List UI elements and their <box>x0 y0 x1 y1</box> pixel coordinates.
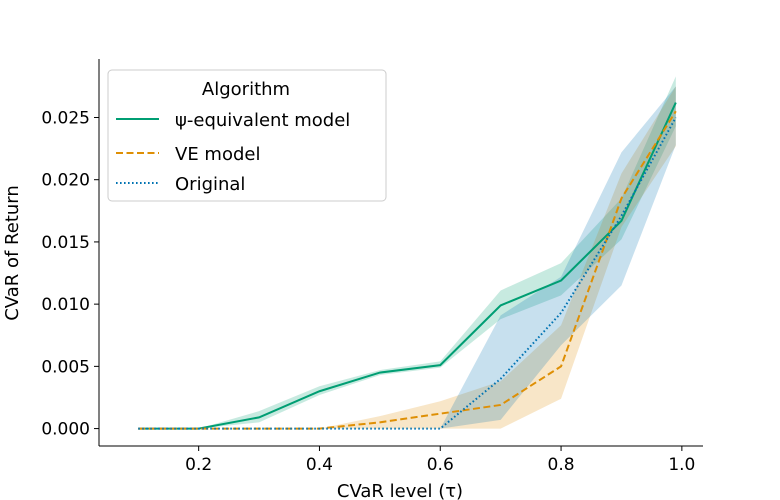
legend-title: Algorithm <box>202 79 290 100</box>
y-tick-label: 0.020 <box>41 171 90 191</box>
x-tick-label: 0.2 <box>185 455 212 475</box>
series-line-1 <box>138 110 677 430</box>
legend-label-0: ψ-equivalent model <box>175 110 350 131</box>
y-tick-label: 0.025 <box>41 108 90 128</box>
legend: Algorithm ψ-equivalent model VE model Orig… <box>107 69 387 202</box>
legend-label-2: Original <box>175 174 245 195</box>
confidence-bands <box>138 76 676 429</box>
y-tick-label: 0.010 <box>41 295 90 315</box>
y-tick-label: 0.000 <box>41 420 90 440</box>
x-axis-label: CVaR level (τ) <box>337 481 463 500</box>
x-tick-label: 0.4 <box>306 455 333 475</box>
x-tick-label: 1.0 <box>668 455 695 475</box>
y-tick-label: 0.015 <box>41 233 90 253</box>
series-lines <box>138 102 677 430</box>
axes <box>98 59 703 447</box>
legend-frame <box>107 69 387 202</box>
legend-label-1: VE model <box>175 144 260 165</box>
series-line-0 <box>138 102 677 430</box>
y-axis-label: CVaR of Return <box>2 185 23 321</box>
ticks: 0.2 0.4 0.6 0.8 1.0 0.000 0.005 0.010 0.015 0.020… <box>41 108 695 475</box>
confidence-band-2 <box>138 86 676 429</box>
x-tick-label: 0.8 <box>548 455 575 475</box>
y-tick-label: 0.005 <box>41 357 90 377</box>
x-tick-label: 0.6 <box>427 455 454 475</box>
